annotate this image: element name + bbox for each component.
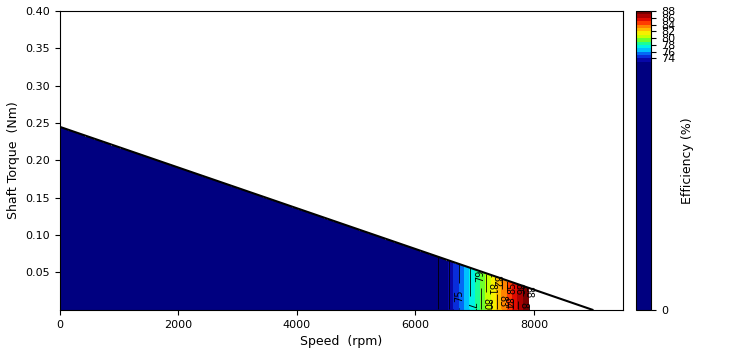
Text: 81: 81 — [486, 283, 496, 295]
Text: 80: 80 — [481, 299, 491, 311]
Text: 86: 86 — [513, 283, 523, 295]
Text: 83: 83 — [497, 295, 507, 307]
Y-axis label: Shaft Torque  (Nm): Shaft Torque (Nm) — [7, 102, 20, 219]
Text: 79: 79 — [475, 270, 486, 282]
Text: 84: 84 — [502, 297, 513, 309]
X-axis label: Speed  (rpm): Speed (rpm) — [300, 335, 382, 348]
Text: 88: 88 — [524, 286, 533, 299]
Text: 77: 77 — [465, 302, 475, 315]
Text: 85: 85 — [507, 281, 518, 294]
Text: 82: 82 — [492, 275, 501, 288]
Text: 75: 75 — [454, 289, 464, 302]
Text: 87: 87 — [519, 302, 528, 315]
Y-axis label: Efficiency (%): Efficiency (%) — [681, 117, 694, 204]
